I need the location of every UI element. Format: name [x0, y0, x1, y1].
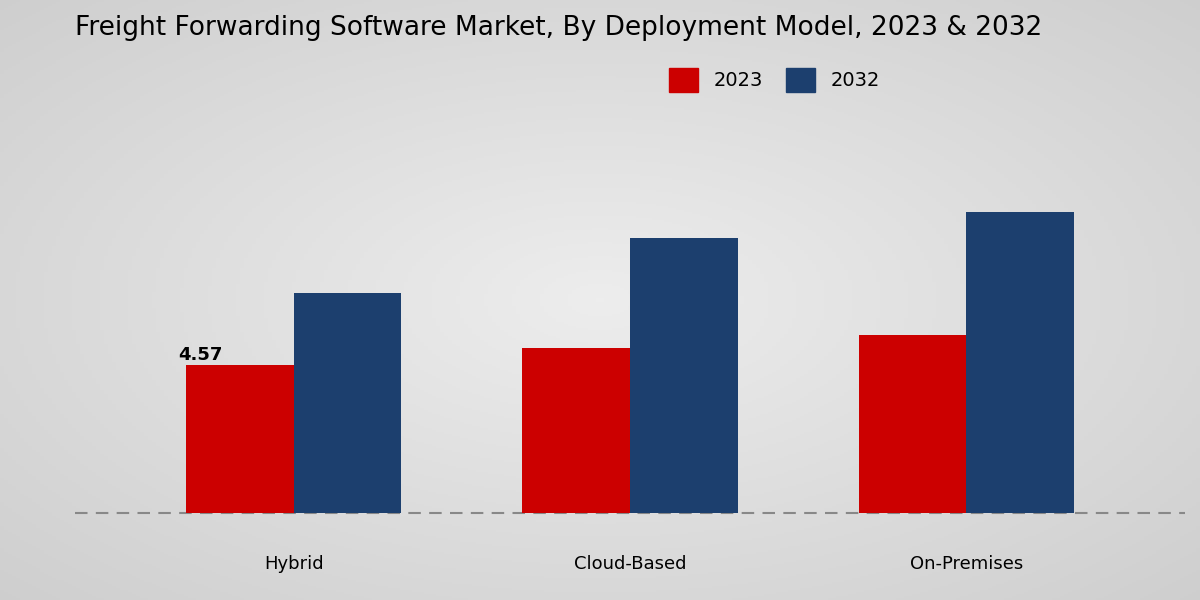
Bar [859, 335, 966, 513]
Bar [294, 293, 401, 513]
Text: 4.57: 4.57 [179, 346, 223, 364]
Bar [186, 365, 294, 513]
Bar [630, 238, 738, 513]
Legend: 2023, 2032: 2023, 2032 [661, 60, 888, 100]
Bar [966, 212, 1074, 513]
Text: Freight Forwarding Software Market, By Deployment Model, 2023 & 2032: Freight Forwarding Software Market, By D… [74, 15, 1043, 41]
Bar [522, 348, 630, 513]
